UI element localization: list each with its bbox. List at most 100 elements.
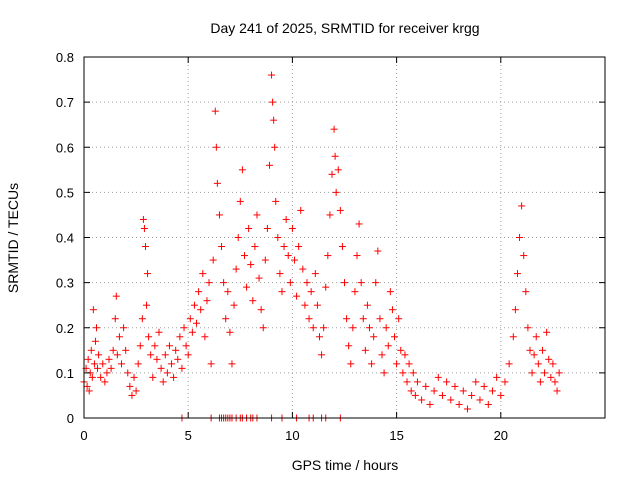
data-point: [218, 243, 226, 251]
data-point: [338, 243, 346, 251]
data-point: [380, 369, 388, 377]
data-point: [122, 346, 130, 354]
data-point: [413, 378, 421, 386]
data-point: [386, 288, 394, 296]
data-point: [370, 333, 378, 341]
data-point: [141, 243, 149, 251]
y-tick-label: 0.7: [56, 95, 74, 110]
data-point: [155, 328, 163, 336]
data-point: [172, 346, 180, 354]
data-point: [455, 400, 463, 408]
data-point: [211, 107, 219, 115]
data-point: [180, 324, 188, 332]
data-point: [126, 382, 134, 390]
data-point: [336, 206, 344, 214]
data-point: [84, 355, 92, 363]
data-point: [530, 351, 538, 359]
data-point: [151, 342, 159, 350]
data-point: [543, 328, 551, 336]
data-point: [493, 373, 501, 381]
data-point: [238, 166, 246, 174]
data-point: [409, 369, 417, 377]
data-point: [332, 188, 340, 196]
data-point: [220, 279, 228, 287]
data-point: [90, 360, 98, 368]
grid-layer: [84, 57, 605, 418]
data-point: [190, 301, 198, 309]
data-point: [99, 360, 107, 368]
data-point: [472, 378, 480, 386]
data-point: [161, 351, 169, 359]
data-point: [270, 116, 278, 124]
data-point: [265, 161, 273, 169]
data-point: [282, 215, 290, 223]
data-point: [197, 306, 205, 314]
data-point: [112, 292, 120, 300]
data-point: [330, 125, 338, 133]
data-point: [318, 351, 326, 359]
data-point: [547, 373, 555, 381]
data-point: [378, 351, 386, 359]
data-point: [391, 333, 399, 341]
data-point: [157, 364, 165, 372]
data-point: [313, 301, 321, 309]
data-point: [349, 324, 357, 332]
data-point: [374, 247, 382, 255]
data-point: [286, 279, 294, 287]
data-point: [249, 297, 257, 305]
data-point: [368, 360, 376, 368]
data-point: [87, 346, 95, 354]
data-point: [240, 252, 248, 260]
data-point: [353, 252, 361, 260]
data-point: [109, 346, 117, 354]
data-point: [322, 283, 330, 291]
data-point: [163, 369, 171, 377]
data-point: [359, 315, 367, 323]
data-point: [138, 315, 146, 323]
data-point: [376, 315, 384, 323]
data-point: [209, 256, 217, 264]
data-point: [293, 292, 301, 300]
data-point: [278, 288, 286, 296]
data-point: [418, 396, 426, 404]
data-point: [401, 351, 409, 359]
data-point: [101, 378, 109, 386]
data-point: [105, 355, 113, 363]
data-point: [168, 360, 176, 368]
data-point: [107, 364, 115, 372]
data-point: [257, 306, 265, 314]
data-point: [272, 197, 280, 205]
x-tick-label: 10: [285, 428, 299, 443]
data-point: [516, 234, 524, 241]
data-point: [215, 211, 223, 219]
data-point: [511, 306, 519, 314]
data-point: [297, 206, 305, 214]
data-point: [505, 360, 513, 368]
data-point: [551, 378, 559, 386]
x-tick-label: 5: [185, 428, 192, 443]
data-point: [520, 252, 528, 260]
data-point: [295, 243, 303, 251]
data-point: [145, 333, 153, 341]
data-point: [128, 391, 136, 399]
data-point: [536, 378, 544, 386]
data-point: [93, 324, 101, 332]
data-point: [251, 243, 259, 251]
data-point: [144, 270, 152, 278]
data-point: [357, 279, 365, 287]
x-tick-label: 20: [494, 428, 508, 443]
data-point: [555, 369, 563, 377]
data-point: [518, 202, 526, 210]
data-point: [524, 324, 532, 332]
data-point: [140, 224, 148, 232]
data-point: [513, 270, 521, 278]
data-point: [178, 364, 186, 372]
data-point: [228, 360, 236, 368]
data-point: [545, 355, 553, 363]
data-point: [509, 333, 517, 341]
data-point: [263, 224, 271, 232]
data-point: [89, 306, 97, 314]
data-point: [259, 324, 267, 332]
data-point: [130, 373, 138, 381]
data-point: [522, 288, 530, 296]
